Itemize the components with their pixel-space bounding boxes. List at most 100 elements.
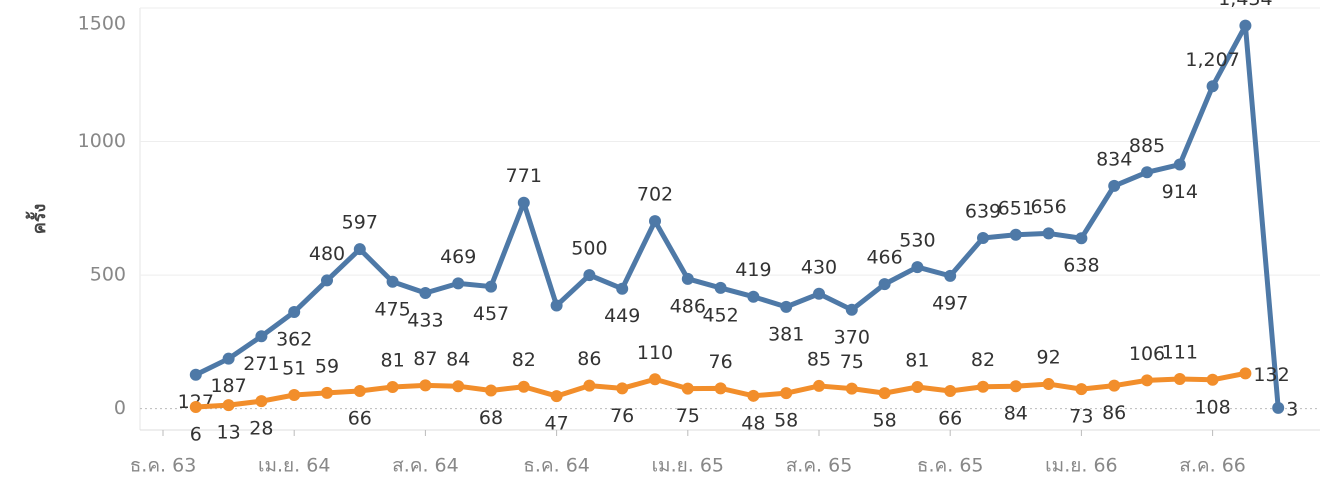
data-label: 106 (1129, 343, 1165, 365)
point (386, 380, 399, 393)
point (977, 231, 989, 244)
data-label: 86 (577, 348, 601, 370)
point (517, 380, 530, 393)
point (616, 382, 629, 395)
data-label: 486 (670, 295, 706, 317)
data-label: 449 (604, 305, 640, 327)
point (222, 352, 235, 365)
point (255, 330, 268, 343)
data-label: 885 (1129, 135, 1165, 157)
point (845, 382, 858, 395)
point (1141, 374, 1153, 387)
x-tick-label: ธ.ค. 64 (523, 455, 590, 477)
data-label: 651 (998, 197, 1034, 219)
point (780, 387, 793, 400)
data-label: 47 (545, 413, 569, 435)
point (1009, 228, 1022, 241)
data-label: 58 (873, 410, 897, 432)
point (288, 305, 301, 318)
data-label: 530 (899, 230, 935, 252)
data-label: 3 (1286, 398, 1298, 420)
x-tick-label: เม.ย. 64 (258, 455, 330, 477)
point (813, 287, 825, 300)
point (1042, 227, 1055, 240)
point (452, 277, 465, 290)
x-tick-label: เม.ย. 65 (652, 455, 724, 477)
point (747, 290, 760, 303)
data-label: 81 (381, 349, 405, 371)
data-label: 466 (866, 247, 902, 269)
point (977, 380, 989, 393)
point (1075, 383, 1088, 396)
point (944, 385, 957, 398)
data-label: 86 (1102, 402, 1126, 424)
data-label: 110 (637, 342, 673, 364)
data-label: 87 (413, 348, 437, 370)
point (353, 385, 366, 398)
point (911, 261, 924, 274)
data-label: 58 (774, 410, 798, 432)
point (1141, 166, 1153, 179)
data-label: 914 (1162, 181, 1198, 203)
x-tick-label: ธ.ค. 63 (130, 455, 197, 477)
data-label: 66 (348, 408, 372, 430)
data-label: 108 (1194, 396, 1230, 418)
data-label: 597 (342, 212, 378, 234)
point (222, 399, 235, 412)
point (386, 275, 399, 288)
y-tick-label: 0 (114, 397, 126, 419)
data-label: 92 (1037, 347, 1061, 369)
point (353, 243, 366, 256)
point (1108, 179, 1121, 192)
data-label: 73 (1069, 406, 1093, 428)
point (189, 401, 202, 414)
point (944, 269, 957, 282)
point (583, 379, 596, 392)
data-label: 82 (512, 349, 536, 371)
data-label: 271 (243, 353, 279, 375)
data-label: 81 (905, 349, 929, 371)
point (1239, 19, 1252, 32)
point (747, 389, 760, 402)
point (845, 303, 858, 316)
point (1108, 379, 1121, 392)
point (419, 379, 432, 392)
data-label: 85 (807, 348, 831, 370)
point (1009, 380, 1022, 393)
x-tick-label: เม.ย. 66 (1045, 455, 1117, 477)
point (583, 269, 596, 282)
series-line (194, 23, 1281, 409)
data-label: 497 (932, 292, 968, 314)
point (1042, 378, 1055, 391)
data-label: 469 (440, 246, 476, 268)
data-label: 28 (249, 418, 273, 440)
point (485, 280, 497, 293)
point (681, 272, 694, 285)
data-label: 433 (407, 309, 443, 331)
data-label: 59 (315, 355, 339, 377)
y-axis-label: ครั้ง (25, 204, 50, 235)
data-label: 187 (210, 375, 246, 397)
point (1173, 158, 1186, 171)
point (452, 380, 465, 393)
data-label: 75 (840, 351, 864, 373)
point (1206, 80, 1219, 93)
point (813, 379, 825, 392)
point (1272, 401, 1285, 414)
data-label: 834 (1096, 148, 1132, 170)
data-label: 68 (479, 407, 503, 429)
data-label: 452 (702, 304, 738, 326)
point (681, 382, 694, 395)
data-label: 51 (282, 358, 306, 380)
point (616, 282, 629, 295)
y-tick-label: 1000 (78, 130, 126, 152)
point (1239, 367, 1252, 380)
point (780, 300, 793, 313)
point (288, 389, 301, 402)
data-label: 84 (446, 349, 470, 371)
point (714, 281, 727, 294)
point (321, 386, 333, 399)
data-label: 457 (473, 303, 509, 325)
data-label: 13 (217, 422, 241, 444)
point (321, 274, 333, 287)
